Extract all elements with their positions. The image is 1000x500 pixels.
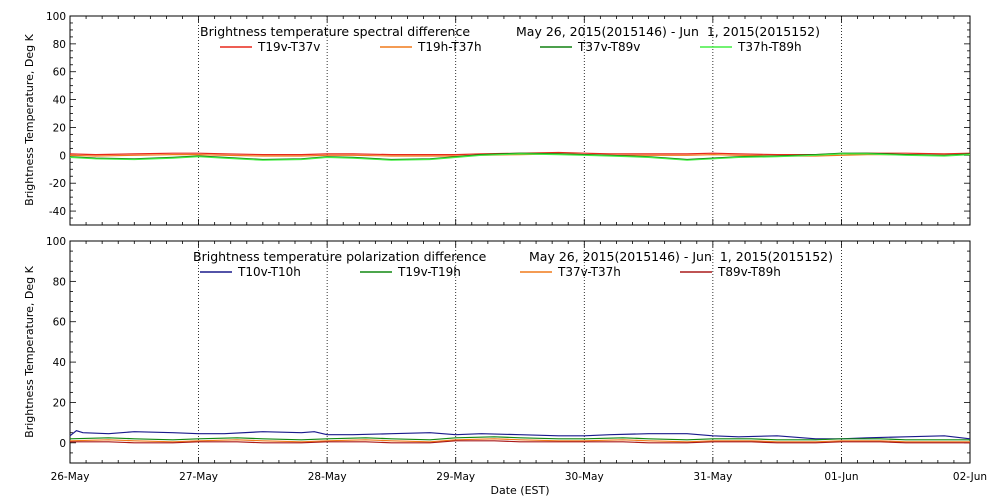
spectral-chart-title: Brightness temperature spectral differen… [200, 24, 470, 39]
y-tick-label: 60 [53, 67, 66, 79]
spectral-plot-frame [69, 15, 971, 226]
y-tick-label: -20 [49, 178, 66, 190]
legend-label: T37v-T37h [557, 265, 621, 279]
date-label: 28-May [308, 471, 347, 483]
spectral-date-range: May 26, 2015(2015146) - Jun 1, 2015(2015… [516, 24, 820, 39]
y-tick-label: 20 [53, 397, 66, 409]
legend-label: T19v-T19h [397, 265, 461, 279]
polarization-difference-panel: 0 20 40 60 80 100 Brightness temperature pola… [23, 236, 987, 497]
legend-label: T10v-T10h [237, 265, 301, 279]
date-label: 27-May [179, 471, 218, 483]
legend-label: T37h-T89h [737, 40, 802, 54]
spectral-x-ticks [69, 16, 971, 225]
y-tick-label: 0 [59, 438, 66, 450]
series-line-t37v-t89v [69, 152, 971, 161]
series-line-t10v-t10h [69, 430, 971, 440]
spectral-legend: T19v-T37v T19h-T37h T37v-T89v T37h-T89h [220, 40, 802, 54]
date-label: 02-Jun [953, 471, 987, 483]
y-tick-label: 100 [46, 236, 66, 248]
y-tick-label: 40 [53, 357, 66, 369]
y-tick-label: -40 [49, 206, 66, 218]
polarization-gridlines [198, 241, 842, 463]
polarization-series-group [69, 430, 971, 444]
polarization-y-ticks: 0 20 40 60 80 100 [46, 236, 970, 464]
date-label: 26-May [51, 471, 90, 483]
polarization-y-axis-label: Brightness Temperature, Deg K [23, 265, 36, 437]
date-label: 30-May [565, 471, 604, 483]
legend-label: T19h-T37h [417, 40, 482, 54]
y-tick-label: 0 [59, 150, 66, 162]
y-tick-label: 40 [53, 95, 66, 107]
spectral-series-group [69, 151, 971, 161]
spectral-gridlines [198, 16, 842, 225]
spectral-difference-panel: -40 -20 0 20 40 60 80 100 Brightness temperatur… [23, 11, 971, 226]
polarization-x-ticks [69, 241, 971, 463]
spectral-y-ticks: -40 -20 0 20 40 60 80 100 [46, 11, 970, 226]
spectral-y-axis-label: Brightness Temperature, Deg K [23, 33, 36, 205]
polarization-plot-frame [69, 240, 971, 464]
series-line-t37v-t37h [69, 438, 970, 443]
date-label: 01-Jun [824, 471, 858, 483]
polarization-chart-title: Brightness temperature polarization diff… [193, 249, 487, 264]
polarization-date-range: May 26, 2015(2015146) - Jun 1, 2015(2015… [529, 249, 833, 264]
date-label: 31-May [693, 471, 732, 483]
date-tick-labels: 26-May 27-May 28-May 29-May 30-May 31-May 01-J… [51, 471, 988, 483]
polarization-legend: T10v-T10h T19v-T19h T37v-T37h T89v-T89h [200, 265, 781, 279]
x-axis-label: Date (EST) [490, 484, 549, 497]
series-line-t19v-t19h [69, 436, 970, 441]
y-tick-label: 100 [46, 11, 66, 23]
series-line-t37h-t89h [69, 153, 971, 161]
legend-label: T89v-T89h [717, 265, 781, 279]
date-label: 29-May [436, 471, 475, 483]
series-line-t89v-t89h [70, 440, 970, 444]
series-line-t19h-t37h [69, 153, 971, 157]
y-tick-label: 60 [53, 317, 66, 329]
y-tick-label: 80 [53, 276, 66, 288]
legend-label: T37v-T89v [577, 40, 640, 54]
legend-label: T19v-T37v [257, 40, 320, 54]
y-tick-label: 80 [53, 39, 66, 51]
y-tick-label: 20 [53, 122, 66, 134]
